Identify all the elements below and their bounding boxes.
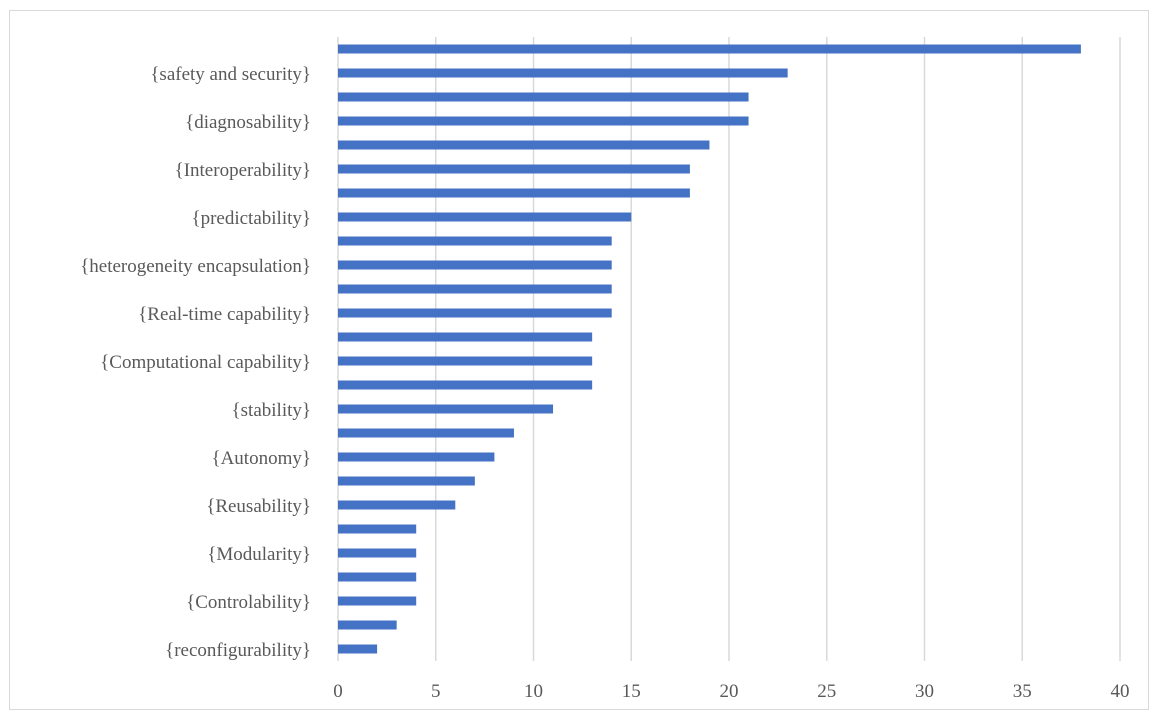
x-tick-label: 30 bbox=[915, 681, 934, 702]
bar bbox=[338, 404, 554, 414]
bar bbox=[338, 644, 378, 654]
category-label: {predictability} bbox=[191, 208, 311, 229]
bar bbox=[338, 260, 612, 270]
x-tick-label: 10 bbox=[524, 681, 543, 702]
bar bbox=[338, 116, 749, 126]
category-label: {Real-time capability} bbox=[138, 304, 311, 325]
category-label: {stability} bbox=[232, 400, 311, 421]
category-label: {diagnosability} bbox=[185, 112, 311, 133]
x-tick-label: 40 bbox=[1111, 681, 1130, 702]
x-tick-label: 20 bbox=[720, 681, 739, 702]
category-labels: {safety and security} {diagnosability} {In… bbox=[80, 64, 311, 661]
x-axis-tick-labels: 0 5 10 15 20 25 30 35 40 bbox=[333, 681, 1129, 702]
bar bbox=[338, 308, 612, 318]
bar bbox=[338, 140, 710, 150]
bar bbox=[338, 212, 632, 222]
gridlines bbox=[337, 37, 1121, 661]
bar bbox=[338, 500, 456, 510]
bar bbox=[338, 476, 475, 486]
x-tick-label: 35 bbox=[1013, 681, 1032, 702]
bars bbox=[338, 44, 1081, 654]
bar bbox=[338, 428, 514, 438]
bar bbox=[338, 68, 788, 78]
bar bbox=[338, 236, 612, 246]
bar bbox=[338, 92, 749, 102]
x-tick-label: 15 bbox=[622, 681, 641, 702]
category-label: {Controlability} bbox=[186, 592, 311, 613]
category-label: {Modularity} bbox=[207, 544, 311, 565]
bar bbox=[338, 596, 417, 606]
category-label: {Interoperability} bbox=[175, 160, 311, 181]
bar bbox=[338, 356, 593, 366]
bar bbox=[338, 524, 417, 534]
bar bbox=[338, 332, 593, 342]
bar bbox=[338, 548, 417, 558]
bar bbox=[338, 164, 690, 174]
category-label: {Reusability} bbox=[206, 496, 311, 517]
bar bbox=[338, 284, 612, 294]
bar bbox=[338, 380, 593, 390]
x-tick-label: 0 bbox=[333, 681, 343, 702]
category-label: {heterogeneity encapsulation} bbox=[80, 256, 311, 277]
x-tick-label: 25 bbox=[817, 681, 836, 702]
category-label: {reconfigurability} bbox=[165, 640, 311, 661]
bar bbox=[338, 452, 495, 462]
category-label: {safety and security} bbox=[150, 64, 311, 85]
category-label: {Autonomy} bbox=[211, 448, 311, 469]
x-tick-label: 5 bbox=[431, 681, 441, 702]
bar bbox=[338, 44, 1081, 54]
bar bbox=[338, 188, 690, 198]
bar bbox=[338, 572, 417, 582]
category-label: {Computational capability} bbox=[100, 352, 311, 373]
bar bbox=[338, 620, 397, 630]
